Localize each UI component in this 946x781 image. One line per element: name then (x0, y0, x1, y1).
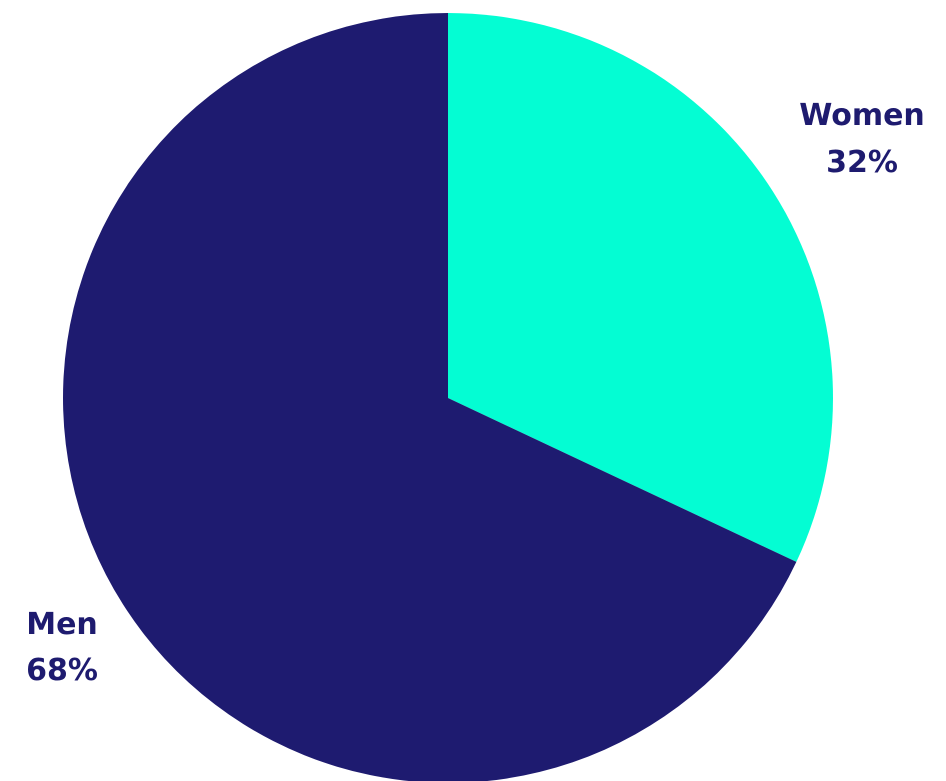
slice-percent-women: 32% (826, 145, 898, 180)
pie-labels: Women 32% Men 68% (26, 98, 925, 688)
pie-slice-women (448, 13, 834, 562)
pie-slices (63, 13, 834, 781)
slice-label-men: Men (26, 607, 98, 642)
slice-percent-men: 68% (26, 653, 98, 688)
pie-slice-men (63, 13, 797, 781)
slice-label-women: Women (799, 98, 925, 133)
